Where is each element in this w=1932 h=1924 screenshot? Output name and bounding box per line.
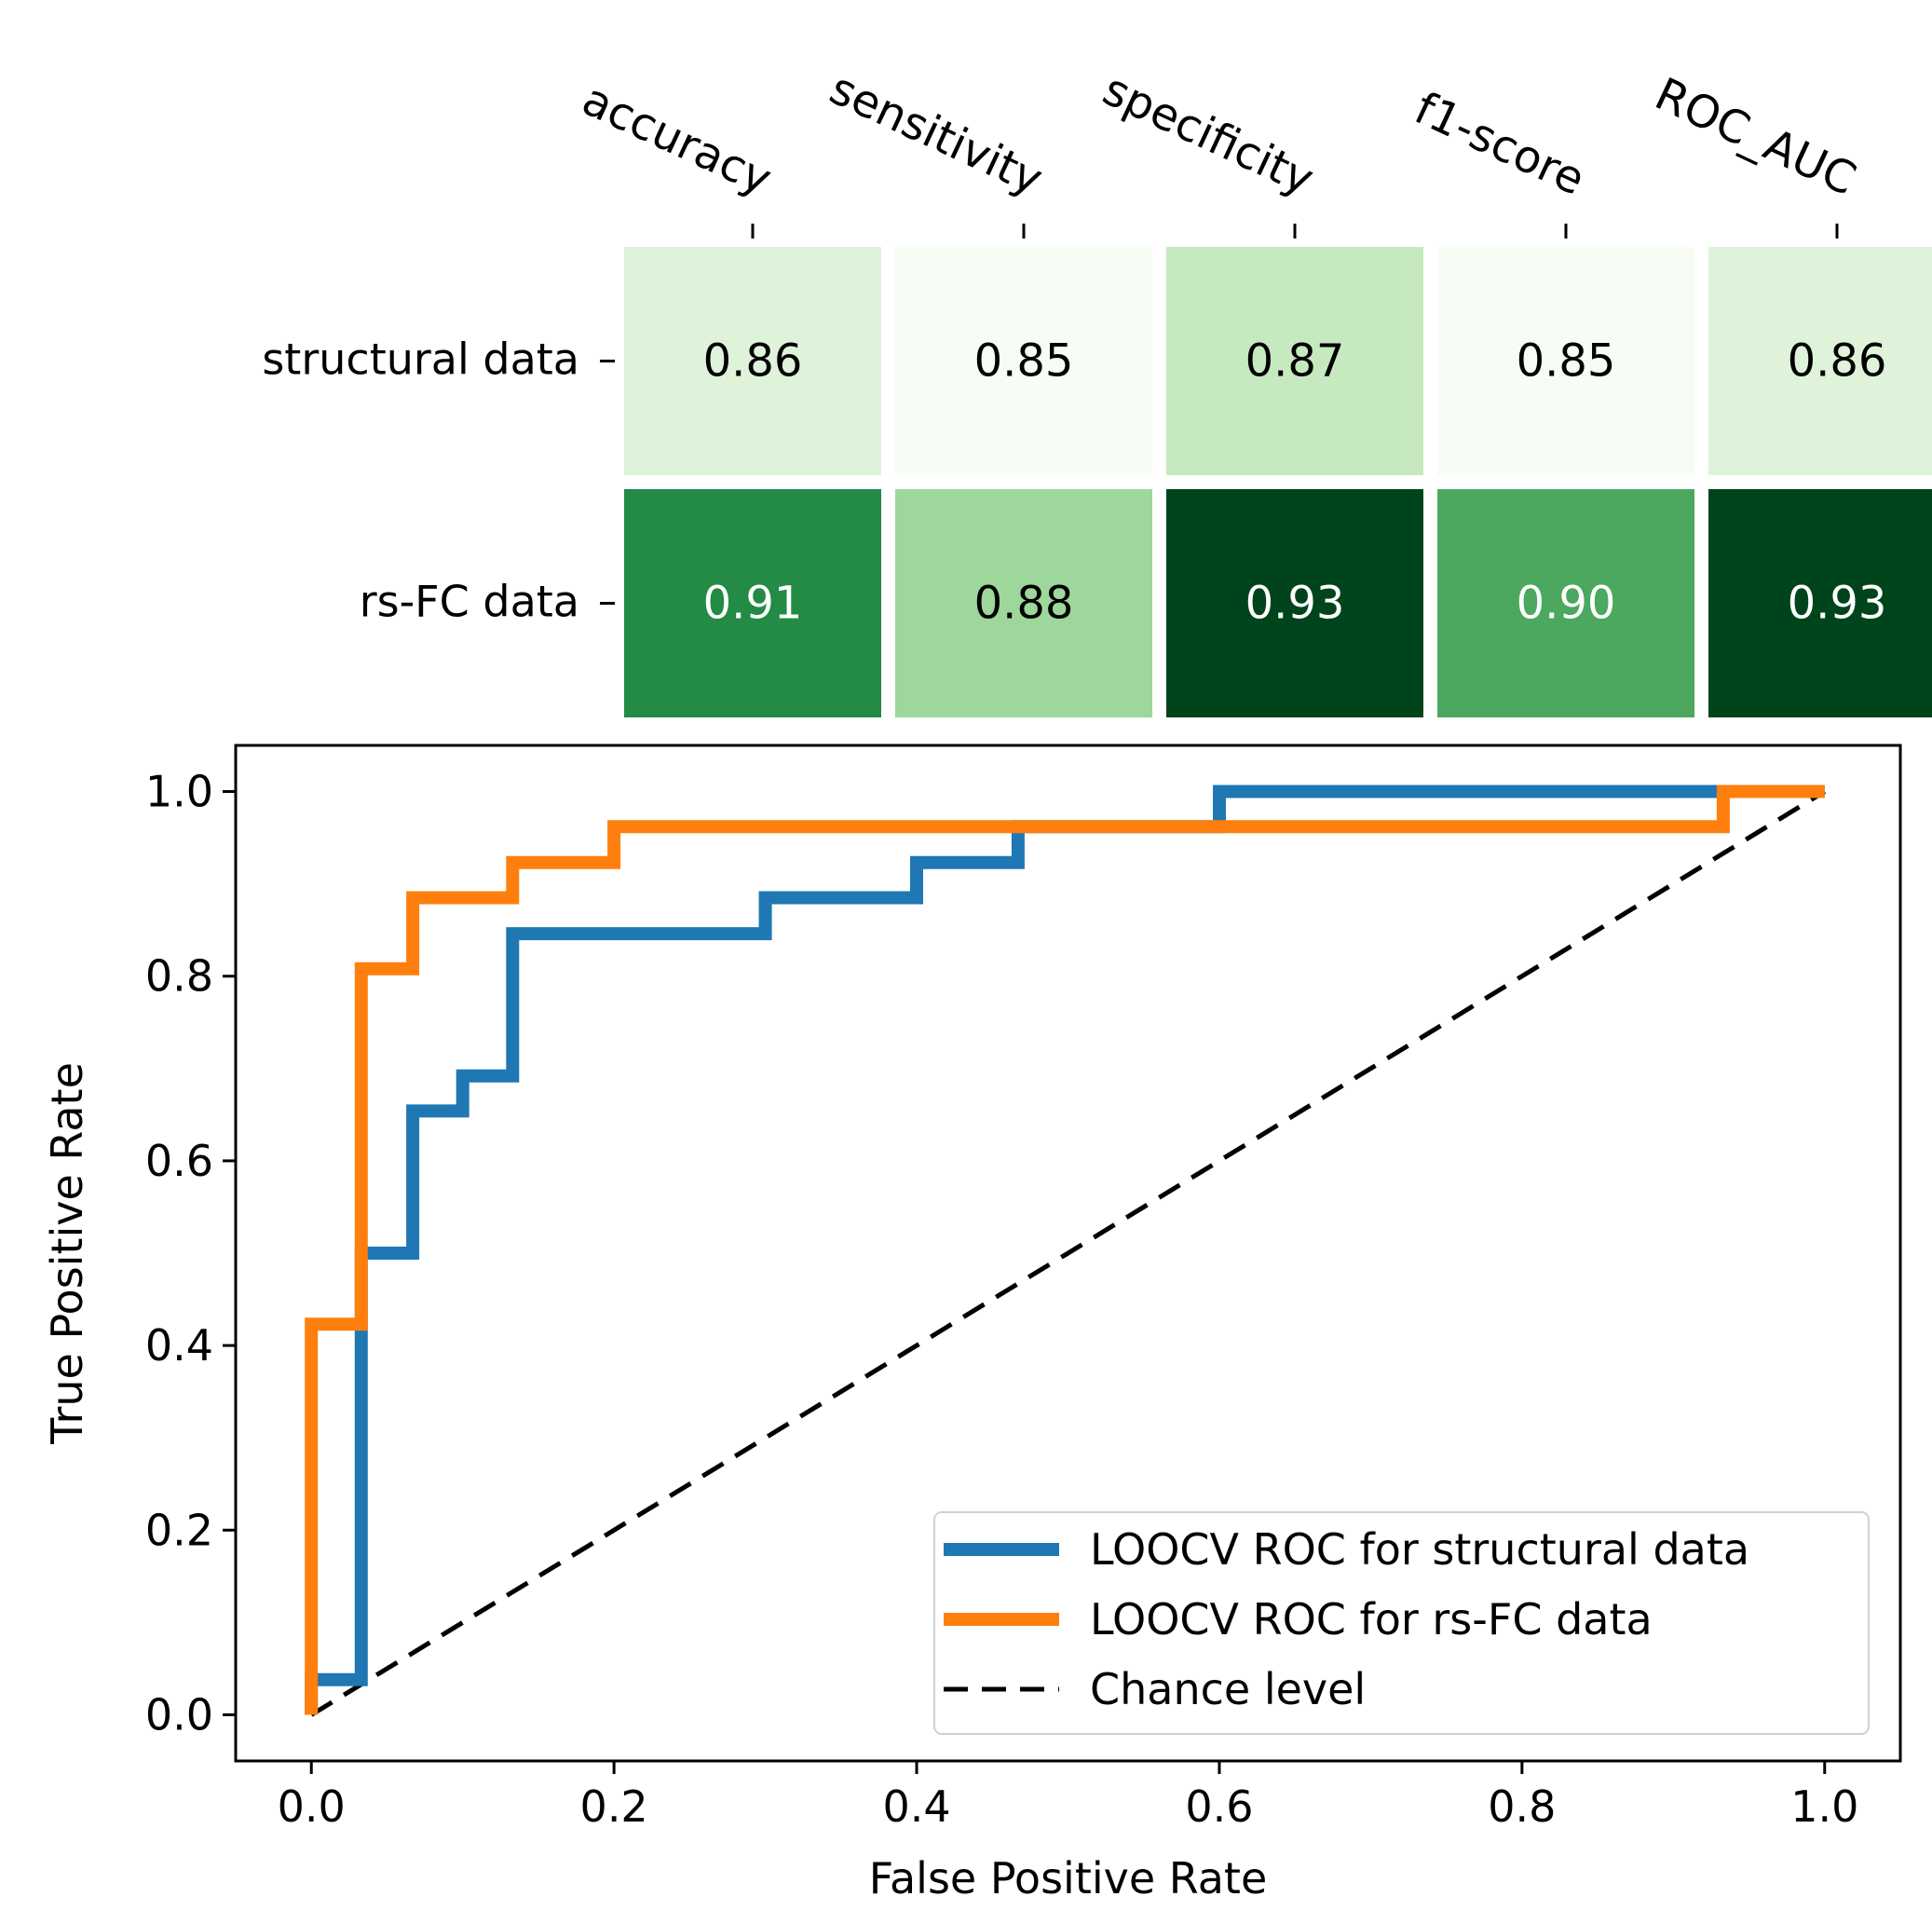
heatmap-cell [624,489,881,717]
column-label: specificity [1095,63,1322,206]
y-tick-label: 0.0 [145,1689,213,1740]
cell-value: 0.93 [1788,578,1887,630]
cell-value: 0.85 [1517,335,1616,388]
x-tick-label: 0.8 [1488,1781,1556,1832]
y-tick-label: 0.4 [145,1320,213,1371]
cell-value: 0.86 [703,335,803,388]
heatmap-cell [1708,489,1932,717]
roc-curve-2 [309,789,1827,1717]
x-tick-label: 0.6 [1185,1781,1253,1832]
cell-value: 0.88 [974,578,1074,630]
y-tick-label: 0.8 [145,951,213,1002]
cell-value: 0.93 [1245,578,1345,630]
cell-value: 0.91 [703,578,803,630]
y-axis-label: True Positive Rate [42,1062,92,1445]
cell-value: 0.90 [1517,578,1616,630]
heatmap-cell [1437,489,1694,717]
heatmap-cell [1437,247,1694,475]
legend-label: LOOCV ROC for structural data [1090,1524,1749,1575]
cell-value: 0.86 [1788,335,1887,388]
y-tick-label: 0.6 [145,1136,213,1186]
column-label: f1-score [1407,82,1592,206]
heatmap-cell [1708,247,1932,475]
x-tick-label: 0.2 [580,1781,648,1832]
heatmap-cell [1166,247,1423,475]
cell-value: 0.85 [974,335,1074,388]
heatmap-cell [895,489,1152,717]
column-label: sensitivity [822,62,1050,206]
legend-label: Chance level [1090,1664,1366,1714]
roc-plot: 0.0 0.2 0.4 0.6 0.8 1.0 0.0 0.2 0.4 0.6 0.8 1.0 Fals… [42,744,1902,1904]
x-tick-label: 0.0 [278,1781,346,1832]
heatmap-cell [895,247,1152,475]
heatmap-cell [1166,489,1423,717]
legend-label: LOOCV ROC for rs-FC data [1090,1594,1653,1644]
x-tick-label: 1.0 [1790,1781,1858,1832]
y-tick-label: 0.2 [145,1505,213,1555]
y-tick-label: 1.0 [145,767,213,817]
heatmap-cell [624,247,881,475]
row-label: rs-FC data [360,577,579,627]
column-label: accuracy [575,74,780,206]
column-label: ROC_AUC [1647,68,1863,206]
row-label: structural data [262,334,579,385]
legend-box [933,1511,1870,1735]
plot-frame [234,744,1902,1763]
roc-curve-1 [305,785,1825,1715]
metrics-heatmap: structural data 0.86 0.85 0.87 0.85 0.86 rs-FC… [262,62,1932,717]
x-axis-label: False Positive Rate [869,1853,1268,1904]
x-tick-label: 0.4 [882,1781,950,1832]
legend: LOOCV ROC for structural data LOOCV ROC f… [933,1511,1870,1735]
cell-value: 0.87 [1245,335,1345,388]
